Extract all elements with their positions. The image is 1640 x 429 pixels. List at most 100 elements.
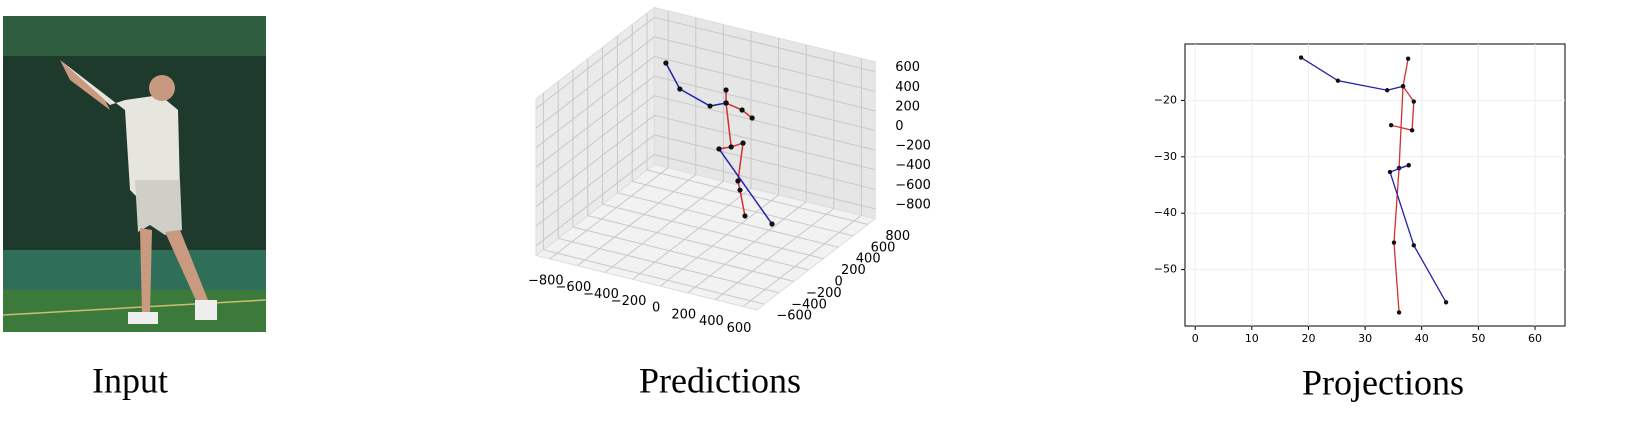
- y-tick-label: −50: [1154, 263, 1177, 276]
- x-tick-label: 200: [671, 307, 696, 322]
- pane-side: [653, 6, 876, 220]
- x-tick-label: −800: [528, 273, 564, 288]
- x-tick-label: 400: [699, 314, 724, 329]
- grid-line: [715, 208, 835, 301]
- grid-line: [535, 154, 655, 247]
- limb: [718, 148, 773, 225]
- y-tick-label: −400: [791, 297, 827, 312]
- grid-line: [659, 194, 779, 287]
- joint: [1388, 123, 1394, 128]
- z-tick-label: 200: [895, 99, 920, 114]
- joint: [1411, 243, 1416, 248]
- joint: [1405, 56, 1411, 61]
- x-tick-label: 0: [1192, 332, 1199, 345]
- x-tick-label: −600: [556, 280, 592, 295]
- caption: Input: [92, 360, 168, 400]
- joint: [707, 103, 713, 109]
- x-tick-label: 10: [1245, 332, 1259, 345]
- y-tick-label: 200: [841, 263, 866, 278]
- grid-line: [577, 174, 697, 267]
- grid-line: [587, 215, 809, 271]
- x-tick-label: 20: [1301, 332, 1315, 345]
- x-tick-label: 30: [1358, 332, 1372, 345]
- joint: [1409, 128, 1415, 133]
- z-tick-label: 0: [895, 119, 903, 134]
- input-photo: [2, 16, 267, 332]
- grid-line: [654, 16, 876, 73]
- y-tick-label: −40: [1154, 206, 1177, 219]
- grid-line: [572, 226, 794, 282]
- joint: [735, 178, 741, 184]
- joint: [1443, 300, 1449, 305]
- grid-line: [602, 203, 824, 260]
- caption: Predictions: [639, 360, 801, 400]
- y-tick-label: 800: [885, 229, 910, 244]
- joint: [723, 100, 729, 106]
- grid-line: [549, 167, 669, 260]
- joint: [1391, 240, 1397, 245]
- grid-line: [654, 56, 876, 112]
- y-tick-label: 600: [871, 240, 896, 255]
- y-tick-label: 0: [834, 275, 842, 290]
- grid-line: [535, 95, 655, 188]
- grid-line: [632, 180, 854, 237]
- grid-line: [687, 201, 807, 294]
- joint: [677, 86, 683, 92]
- grid-line: [617, 192, 839, 248]
- grid-line: [604, 180, 724, 273]
- x-tick-label: −400: [583, 287, 619, 302]
- joint: [1396, 310, 1402, 315]
- limb: [665, 62, 727, 107]
- joint: [739, 107, 745, 113]
- z-tick-label: −800: [895, 197, 931, 212]
- x-tick-label: 40: [1415, 332, 1429, 345]
- joint: [1384, 88, 1390, 93]
- z-tick-label: 400: [895, 80, 920, 95]
- z-tick-label: −400: [895, 158, 931, 173]
- joint: [716, 146, 722, 152]
- limb: [1300, 56, 1404, 91]
- y-tick-label: −30: [1154, 150, 1177, 163]
- x-tick-label: −200: [611, 294, 647, 309]
- grid-line: [535, 134, 655, 227]
- joint: [749, 115, 755, 121]
- grid-line: [654, 75, 876, 131]
- grid-line: [535, 36, 655, 129]
- joint: [1406, 163, 1411, 168]
- joint: [742, 213, 748, 219]
- grid-line: [535, 16, 655, 109]
- joint: [737, 187, 743, 193]
- joint: [1400, 84, 1406, 89]
- grid-line: [654, 114, 876, 171]
- limb: [725, 102, 732, 148]
- x-tick-label: 600: [727, 321, 752, 336]
- grid-line: [543, 249, 765, 305]
- x-tick-label: 60: [1528, 332, 1542, 345]
- grid-line: [654, 154, 876, 210]
- joint: [769, 221, 775, 227]
- y-tick-label: 400: [856, 252, 881, 267]
- joint: [663, 60, 669, 66]
- z-tick-label: −600: [895, 178, 931, 193]
- y-tick-label: −600: [776, 309, 812, 324]
- y-tick-label: −20: [1154, 93, 1177, 106]
- joint: [1335, 78, 1341, 83]
- z-tick-label: −200: [895, 139, 931, 154]
- grid-line: [742, 214, 862, 307]
- grid-line: [558, 237, 780, 294]
- joint: [728, 144, 734, 150]
- grid-line: [535, 56, 655, 149]
- limb: [737, 142, 746, 217]
- limb: [1390, 85, 1415, 132]
- y-tick-label: −200: [806, 286, 842, 301]
- limb: [1389, 164, 1447, 303]
- grid-line: [654, 36, 876, 92]
- joint: [723, 87, 729, 93]
- joint: [1411, 99, 1416, 104]
- grid-line: [654, 95, 876, 151]
- grid-line: [654, 134, 876, 190]
- caption: Projections: [1302, 362, 1464, 402]
- grid-line: [535, 114, 655, 207]
- grid-line: [646, 169, 868, 225]
- z-tick-label: 600: [895, 60, 920, 75]
